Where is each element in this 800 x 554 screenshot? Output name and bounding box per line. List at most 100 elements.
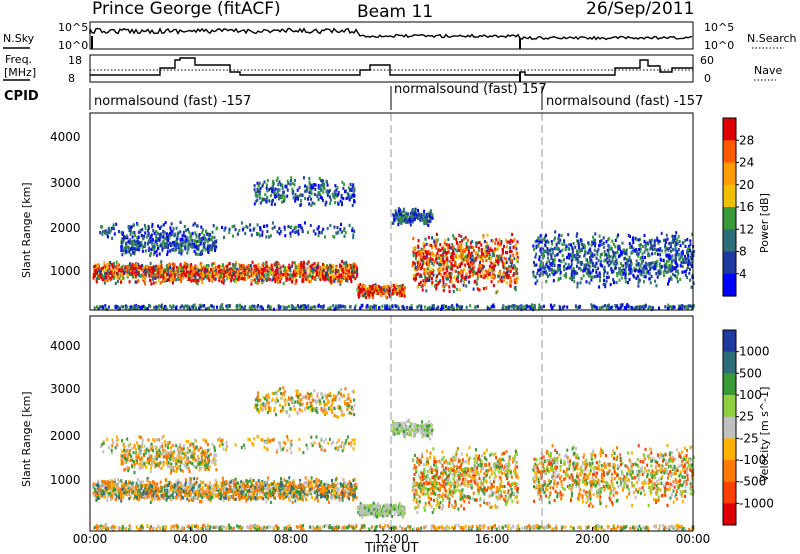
power-ytick-3000: 3000 <box>50 176 81 190</box>
scatter-cell <box>681 264 684 269</box>
scatter-cell <box>143 306 146 310</box>
scatter-cell <box>460 278 463 282</box>
scatter-cell <box>675 252 678 256</box>
scatter-cell <box>474 241 477 245</box>
scatter-cell <box>656 275 659 279</box>
nsky-bottom-tick: 10^0 <box>58 39 88 52</box>
scatter-cell <box>334 193 337 197</box>
scatter-cell <box>201 228 204 232</box>
scatter-cell <box>100 275 103 280</box>
scatter-cell <box>120 267 123 271</box>
scatter-cell <box>188 264 191 269</box>
scatter-cell <box>434 243 437 247</box>
scatter-cell <box>683 305 686 309</box>
scatter-cell <box>431 304 434 308</box>
scatter-cell <box>442 281 445 285</box>
scatter-cell <box>207 233 210 237</box>
scatter-cell <box>196 271 199 275</box>
scatter-cell <box>667 248 670 252</box>
scatter-cell <box>150 266 153 270</box>
scatter-cell <box>426 267 429 271</box>
scatter-cell <box>594 242 597 246</box>
scatter-cell <box>607 263 610 267</box>
scatter-cell <box>526 304 529 308</box>
scatter-cell <box>690 260 693 264</box>
scatter-cell <box>232 273 235 277</box>
scatter-cell <box>108 227 110 231</box>
scatter-cell <box>656 236 659 240</box>
scatter-cell <box>462 257 465 262</box>
scatter-cell <box>234 270 237 275</box>
scatter-cell <box>137 279 140 283</box>
scatter-cell <box>576 264 578 268</box>
scatter-cell <box>213 240 216 244</box>
scatter-cell <box>263 268 266 272</box>
scatter-cell <box>689 239 692 243</box>
scatter-cell <box>342 261 345 265</box>
scatter-cell <box>524 305 526 309</box>
scatter-cell <box>351 203 354 207</box>
scatter-cell <box>213 261 216 265</box>
scatter-cell <box>557 278 560 282</box>
scatter-cell <box>684 273 687 277</box>
scatter-cell <box>256 181 259 185</box>
scatter-cell <box>281 192 284 196</box>
scatter-cell <box>432 262 435 266</box>
scatter-cell <box>606 304 609 308</box>
scatter-cell <box>197 273 200 277</box>
scatter-cell <box>181 238 184 242</box>
scatter-cell <box>451 306 454 310</box>
scatter-cell <box>251 274 254 278</box>
scatter-cell <box>232 278 235 282</box>
scatter-cell <box>373 305 376 309</box>
scatter-cell <box>415 254 418 258</box>
scatter-cell <box>451 246 454 250</box>
scatter-cell <box>503 266 506 270</box>
scatter-cell <box>129 232 132 236</box>
scatter-cell <box>668 256 671 260</box>
scatter-cell <box>266 275 269 279</box>
scatter-cell <box>454 261 456 265</box>
scatter-cell <box>448 271 451 275</box>
scatter-cell <box>136 247 139 251</box>
scatter-cell <box>554 247 557 251</box>
scatter-cell <box>184 304 187 308</box>
scatter-cell <box>233 279 236 283</box>
scatter-cell <box>603 269 606 273</box>
scatter-cell <box>691 264 693 268</box>
scatter-cell <box>263 224 265 228</box>
scatter-cell <box>307 230 309 234</box>
scatter-cell <box>281 200 284 204</box>
scatter-cell <box>256 198 259 202</box>
scatter-cell <box>569 253 572 257</box>
scatter-cell <box>278 180 281 184</box>
scatter-cell <box>431 306 434 310</box>
scatter-cell <box>586 251 589 255</box>
scatter-cell <box>339 227 342 231</box>
scatter-cell <box>426 278 429 283</box>
scatter-cell <box>304 196 307 201</box>
scatter-cell <box>639 237 642 241</box>
scatter-cell <box>223 235 225 240</box>
scatter-cell <box>591 268 594 272</box>
scatter-cell <box>455 237 458 241</box>
scatter-cell <box>198 239 201 244</box>
scatter-cell <box>668 242 671 246</box>
scatter-cell <box>486 245 489 249</box>
scatter-cell <box>531 303 534 307</box>
scatter-cell <box>614 266 617 270</box>
scatter-cell <box>341 230 344 234</box>
scatter-cell <box>256 275 259 279</box>
scatter-cell <box>197 248 200 252</box>
scatter-cell <box>120 270 123 274</box>
scatter-cell <box>337 273 340 277</box>
scatter-cell <box>436 251 439 256</box>
scatter-cell <box>131 235 134 239</box>
scatter-cell <box>419 255 422 259</box>
scatter-cell <box>644 255 646 260</box>
scatter-cell <box>280 276 283 280</box>
freq-top-tick: 18 <box>68 54 82 67</box>
power-ytick-4000: 4000 <box>50 130 81 144</box>
scatter-cell <box>283 268 286 272</box>
scatter-cell <box>279 196 282 200</box>
